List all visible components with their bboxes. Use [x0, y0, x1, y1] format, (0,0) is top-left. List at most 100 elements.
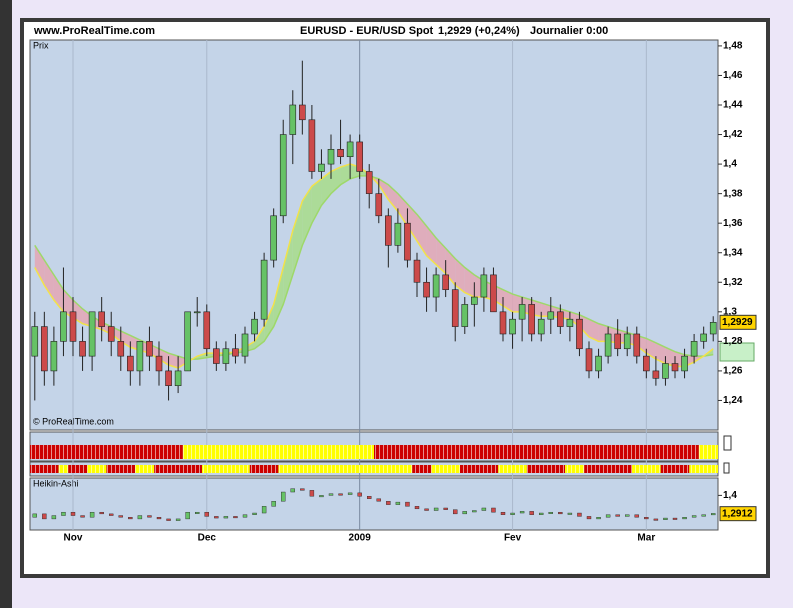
candle-body: [461, 304, 469, 327]
candle-body: [251, 318, 258, 335]
ha-body: [567, 512, 573, 515]
ha-body: [519, 511, 525, 514]
ha-plot: [29, 477, 719, 531]
last-price-label: 1,2929: [722, 317, 753, 328]
ma-band: [407, 203, 417, 241]
candle-body: [299, 104, 306, 121]
ha-body: [51, 515, 57, 520]
signal-stripes: [135, 465, 155, 473]
ha-body: [424, 508, 429, 511]
candle-body: [375, 193, 383, 217]
candle-body: [155, 355, 163, 372]
candle-body: [222, 348, 230, 364]
ha-body: [491, 507, 496, 513]
signal-box: [723, 462, 730, 474]
ha-body: [653, 518, 659, 521]
signal-stripes: [565, 465, 585, 473]
signal-stripes: [526, 465, 566, 473]
ha-body: [367, 496, 372, 499]
candle-body: [232, 348, 239, 357]
candle-body: [557, 311, 564, 327]
ha-body: [137, 515, 143, 520]
ha-last-label: 1,2912: [722, 508, 753, 519]
y-tick-label: 1,32: [723, 277, 743, 288]
y-tick-label: 1,28: [723, 336, 743, 347]
signal-box: [723, 435, 732, 451]
ha-body: [414, 506, 420, 510]
signal-stripes: [660, 465, 690, 473]
ha-body: [395, 501, 401, 505]
candle-body: [365, 171, 373, 194]
candle-body: [394, 222, 402, 246]
ha-body: [701, 514, 706, 517]
signal-stripes: [698, 445, 718, 459]
ha-body: [577, 512, 582, 517]
ha-body: [529, 511, 534, 515]
signal-stripes: [106, 465, 136, 473]
candle-body: [662, 363, 669, 379]
ha-body: [405, 501, 410, 507]
candle-body: [213, 348, 220, 364]
signal-stripes: [30, 465, 59, 473]
signal-stripes: [374, 445, 699, 459]
candle-body: [681, 355, 688, 372]
candle-body: [471, 296, 478, 305]
candle-body: [423, 281, 430, 298]
ma-band: [34, 245, 45, 286]
candle-body: [709, 322, 717, 335]
y-tick-label: 1,3: [723, 306, 737, 317]
ha-body: [204, 511, 209, 517]
ha-body: [80, 515, 85, 518]
candle-body: [88, 311, 96, 357]
y-tick-label: 1,34: [723, 247, 743, 258]
candle-body: [518, 304, 526, 320]
ma-band: [388, 184, 398, 212]
ha-body: [309, 490, 315, 497]
ma-band: [417, 214, 427, 256]
ma-band: [63, 289, 73, 318]
ha-body: [261, 506, 267, 514]
ha-body: [558, 511, 563, 515]
ha-body: [118, 515, 123, 518]
candle-body: [136, 341, 144, 372]
candle-body: [270, 215, 277, 261]
candle-body: [490, 274, 497, 313]
ma-band: [503, 289, 513, 312]
ha-body: [663, 517, 668, 520]
candle-body: [327, 149, 335, 165]
candle-body: [289, 104, 297, 135]
signal-stripes: [412, 465, 432, 473]
ma-band: [273, 267, 284, 327]
signal-stripes: [87, 465, 107, 473]
ha-body: [185, 511, 190, 520]
ha-body: [242, 514, 248, 518]
candle-body: [413, 259, 421, 283]
ha-body: [443, 507, 448, 510]
candle-body: [260, 259, 268, 320]
ha-body: [175, 518, 181, 521]
candle-body: [537, 318, 545, 335]
candle-body: [623, 333, 631, 350]
symbol: EURUSD - EUR/USD Spot: [300, 25, 434, 37]
signal-stripes: [632, 465, 661, 473]
signal-stripes: [30, 445, 183, 459]
ha-body: [281, 491, 286, 502]
signal-stripes: [460, 465, 499, 473]
y-tick-label: 1,42: [723, 129, 743, 140]
side-bar: [0, 0, 12, 608]
candle-body: [690, 341, 698, 357]
ha-body: [472, 510, 477, 513]
candle-body: [69, 311, 77, 342]
candle-body: [98, 311, 105, 327]
x-tick-label: Nov: [64, 533, 83, 544]
ha-body: [61, 511, 66, 516]
ha-last-box: [719, 506, 757, 522]
candle-body: [643, 355, 650, 372]
y-tick-label: 1,48: [723, 41, 743, 52]
ha-body: [347, 492, 353, 495]
ha-title: Heikin-Ashi: [33, 478, 79, 488]
candle-body: [79, 341, 86, 357]
ha-body: [252, 512, 257, 515]
candle-body: [671, 363, 679, 372]
y-tick-label: 1,44: [723, 100, 743, 111]
